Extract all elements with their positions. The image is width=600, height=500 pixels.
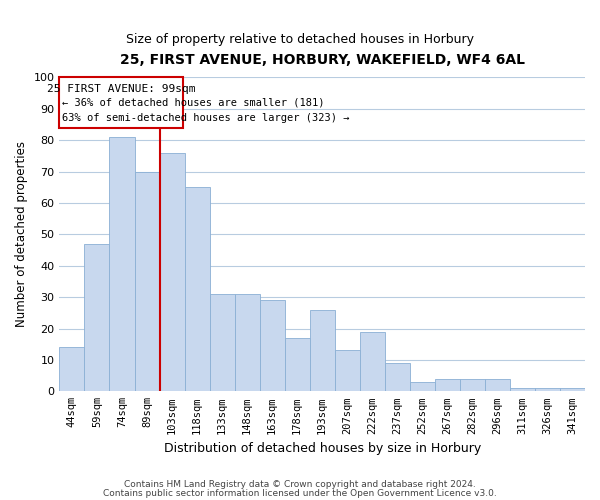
Bar <box>59 78 184 128</box>
Bar <box>160 152 185 392</box>
Bar <box>209 294 235 392</box>
Y-axis label: Number of detached properties: Number of detached properties <box>15 142 28 328</box>
Bar <box>560 388 585 392</box>
Bar <box>485 378 510 392</box>
Bar <box>535 388 560 392</box>
Bar <box>134 172 160 392</box>
Bar <box>410 382 435 392</box>
Bar <box>260 300 284 392</box>
Bar <box>109 137 134 392</box>
Text: Contains public sector information licensed under the Open Government Licence v3: Contains public sector information licen… <box>103 488 497 498</box>
Bar <box>435 378 460 392</box>
Bar <box>335 350 360 392</box>
Title: 25, FIRST AVENUE, HORBURY, WAKEFIELD, WF4 6AL: 25, FIRST AVENUE, HORBURY, WAKEFIELD, WF… <box>120 52 525 66</box>
Bar <box>310 310 335 392</box>
Text: ← 36% of detached houses are smaller (181): ← 36% of detached houses are smaller (18… <box>62 98 325 108</box>
Bar <box>59 348 85 392</box>
Text: Size of property relative to detached houses in Horbury: Size of property relative to detached ho… <box>126 32 474 46</box>
Bar <box>85 244 109 392</box>
Text: 63% of semi-detached houses are larger (323) →: 63% of semi-detached houses are larger (… <box>62 114 349 124</box>
Bar <box>460 378 485 392</box>
Bar <box>185 188 209 392</box>
Text: 25 FIRST AVENUE: 99sqm: 25 FIRST AVENUE: 99sqm <box>47 84 196 94</box>
Bar <box>360 332 385 392</box>
Bar <box>235 294 260 392</box>
Text: Contains HM Land Registry data © Crown copyright and database right 2024.: Contains HM Land Registry data © Crown c… <box>124 480 476 489</box>
Bar <box>284 338 310 392</box>
Bar <box>510 388 535 392</box>
Bar <box>385 363 410 392</box>
X-axis label: Distribution of detached houses by size in Horbury: Distribution of detached houses by size … <box>164 442 481 455</box>
